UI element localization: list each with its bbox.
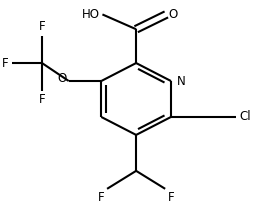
Text: F: F — [39, 93, 45, 106]
Text: F: F — [2, 57, 8, 70]
Text: O: O — [57, 72, 66, 85]
Text: O: O — [169, 8, 178, 21]
Text: F: F — [39, 20, 45, 33]
Text: F: F — [98, 191, 105, 204]
Text: N: N — [177, 74, 186, 87]
Text: HO: HO — [82, 8, 100, 21]
Text: F: F — [167, 191, 174, 204]
Text: Cl: Cl — [239, 110, 251, 123]
